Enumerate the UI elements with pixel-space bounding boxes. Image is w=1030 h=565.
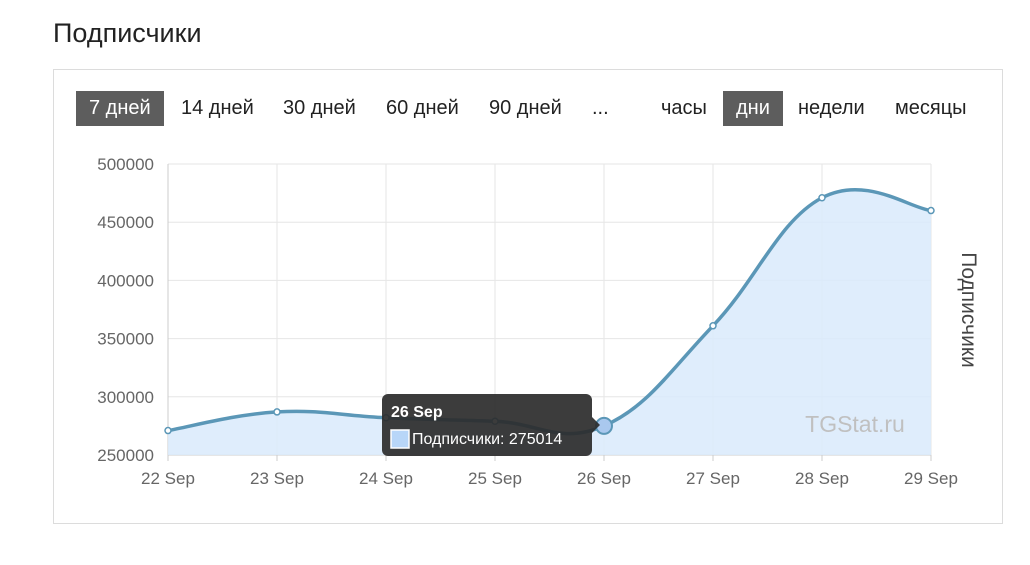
granularity-days-button[interactable]: дни <box>723 91 783 126</box>
x-tick-label: 24 Sep <box>359 469 413 488</box>
y-tick-label: 300000 <box>97 388 154 407</box>
range-7-days-button[interactable]: 7 дней <box>76 91 164 126</box>
y-axis-title: Подписчики <box>957 252 980 368</box>
range-60-days-button[interactable]: 60 дней <box>386 97 459 119</box>
data-point <box>927 206 935 215</box>
watermark: TGStat.ru <box>805 411 905 437</box>
range-14-days-button[interactable]: 14 дней <box>181 97 254 119</box>
data-point <box>709 322 717 330</box>
y-tick-label: 250000 <box>97 446 154 465</box>
granularity-weeks-button[interactable]: недели <box>798 97 865 119</box>
tooltip-title: 26 Sep <box>391 404 443 421</box>
y-tick-label: 500000 <box>97 155 154 174</box>
series-area <box>168 189 931 455</box>
y-tick-label: 400000 <box>97 271 154 290</box>
data-point <box>818 194 826 202</box>
data-point <box>164 426 172 435</box>
range-more-button[interactable]: ... <box>592 97 609 119</box>
range-30-days-button[interactable]: 30 дней <box>283 97 356 119</box>
tooltip-swatch <box>390 429 410 449</box>
granularity-months-button[interactable]: месяцы <box>895 97 967 119</box>
data-point <box>273 408 281 416</box>
x-tick-label: 26 Sep <box>577 469 631 488</box>
y-tick-label: 450000 <box>97 213 154 232</box>
x-tick-label: 29 Sep <box>904 469 958 488</box>
range-90-days-button[interactable]: 90 дней <box>489 97 562 119</box>
y-tick-label: 350000 <box>97 330 154 349</box>
x-tick-label: 27 Sep <box>686 469 740 488</box>
page-title: Подписчики <box>53 18 202 48</box>
tooltip-box <box>382 394 592 456</box>
tooltip-value: Подписчики: 275014 <box>412 431 562 448</box>
tooltip-arrow <box>592 417 600 433</box>
granularity-hours-button[interactable]: часы <box>661 97 707 119</box>
x-tick-label: 23 Sep <box>250 469 304 488</box>
x-tick-label: 22 Sep <box>141 469 195 488</box>
x-tick-label: 28 Sep <box>795 469 849 488</box>
x-tick-label: 25 Sep <box>468 469 522 488</box>
